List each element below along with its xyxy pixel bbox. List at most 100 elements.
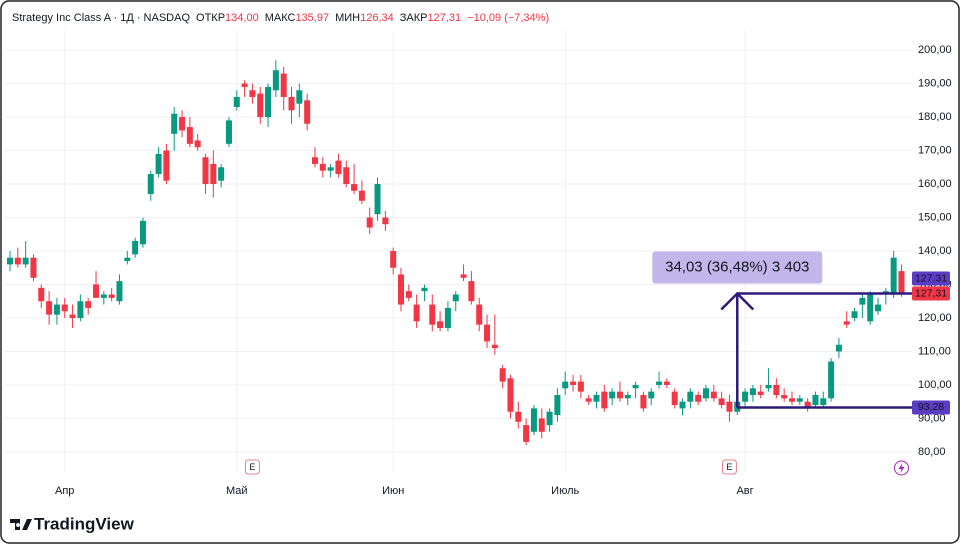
measure-from-label: 93,28	[918, 401, 944, 413]
candle-body	[890, 257, 897, 295]
candle-body	[484, 324, 491, 342]
y-tick-label: 150,00	[918, 211, 952, 223]
candle-body	[241, 83, 248, 87]
x-tick-label: Июн	[382, 485, 404, 497]
candle-body	[382, 217, 389, 225]
header-item: 127,31	[428, 12, 462, 24]
logo-text: TradingView	[34, 514, 135, 533]
candle-body	[804, 401, 811, 409]
candle-body	[335, 160, 342, 174]
candle-body	[859, 297, 866, 305]
candle-body	[186, 127, 193, 144]
candle-body	[523, 425, 530, 442]
candle-body	[875, 304, 882, 312]
candle-body	[593, 394, 600, 402]
candle-body	[366, 217, 373, 228]
candle-body	[796, 398, 803, 402]
candle-body	[265, 86, 272, 118]
candles	[7, 60, 905, 446]
candle-body	[272, 70, 279, 91]
price-label-bg	[912, 286, 950, 301]
candle-body	[843, 321, 850, 325]
candle-body	[538, 418, 545, 432]
candle-body	[726, 401, 733, 412]
event-label: E	[249, 462, 255, 472]
candle-body	[69, 314, 76, 318]
grid: 80,0090,00100,00110,00120,00130,00140,00…	[4, 30, 952, 497]
candle-body	[585, 398, 592, 402]
candle-body	[507, 378, 514, 412]
candle-body	[757, 391, 764, 395]
y-tick-label: 100,00	[918, 379, 952, 391]
header-item: 126,34	[360, 12, 394, 24]
candle-body	[327, 167, 334, 171]
candle-body	[139, 220, 146, 245]
candle-body	[413, 304, 420, 322]
candle-body	[225, 120, 232, 144]
candle-body	[46, 301, 53, 315]
candle-body	[898, 271, 905, 294]
candle-body	[695, 394, 702, 402]
candle-body	[53, 304, 60, 315]
candle-body	[374, 184, 381, 215]
candle-body	[210, 163, 217, 185]
candle-body	[773, 384, 780, 395]
candle-body	[132, 240, 139, 255]
candle-body	[671, 391, 678, 406]
candle-body	[7, 257, 13, 265]
event-marker	[244, 459, 260, 475]
y-tick-label: 160,00	[918, 178, 952, 190]
y-tick-label: 80,00	[918, 446, 946, 458]
candle-body	[280, 73, 287, 97]
dividend-bolt	[898, 463, 905, 473]
candle-body	[749, 388, 756, 395]
candle-body	[351, 184, 358, 191]
candle-body	[61, 304, 68, 312]
candle-body	[343, 167, 350, 185]
candle-body	[421, 287, 428, 292]
candle-body	[22, 257, 29, 265]
candle-body	[194, 140, 201, 148]
candle-body	[867, 294, 874, 322]
candle-body	[233, 96, 240, 108]
logo: TradingView	[10, 514, 135, 533]
header-item: Strategy Inc Class A · 1Д · NASDAQ	[12, 12, 190, 24]
y-tick-label: 170,00	[918, 144, 952, 156]
candle-body	[789, 398, 795, 402]
event-label: E	[726, 462, 732, 472]
candle-body	[835, 344, 842, 352]
y-tick-label: 180,00	[918, 111, 952, 123]
header-item: МИН	[335, 12, 360, 24]
header-item: МАКС	[265, 12, 296, 24]
candle-body	[476, 304, 483, 325]
candle-body	[687, 391, 694, 402]
price-label: 127,31	[915, 287, 947, 299]
candle-body	[296, 90, 303, 104]
x-tick-label: Авг	[736, 485, 753, 497]
candle-body	[718, 398, 725, 406]
header-item: 134,00	[225, 12, 259, 24]
header-item: ЗАКР	[400, 12, 428, 24]
candle-body	[554, 394, 561, 416]
candle-body	[765, 384, 772, 389]
candle-body	[609, 391, 616, 399]
candle-body	[632, 384, 639, 389]
candle-body	[202, 157, 209, 185]
candle-body	[218, 167, 225, 181]
header-item: −10,09 (−7,34%)	[467, 12, 549, 24]
candle-body	[679, 401, 686, 409]
candle-body	[601, 391, 608, 409]
candle-body	[460, 274, 467, 278]
x-tick-label: Июль	[551, 485, 579, 497]
y-tick-label: 200,00	[918, 44, 952, 56]
candle-body	[656, 381, 663, 385]
candle-body	[851, 311, 858, 318]
y-tick-label: 190,00	[918, 77, 952, 89]
candle-body	[452, 294, 459, 302]
overlay: 34,03 (36,48%) 3 403 127,31 127,31 93,28 E E	[244, 251, 950, 476]
candle-body	[390, 251, 397, 268]
measure-to-label-bg	[912, 271, 950, 286]
